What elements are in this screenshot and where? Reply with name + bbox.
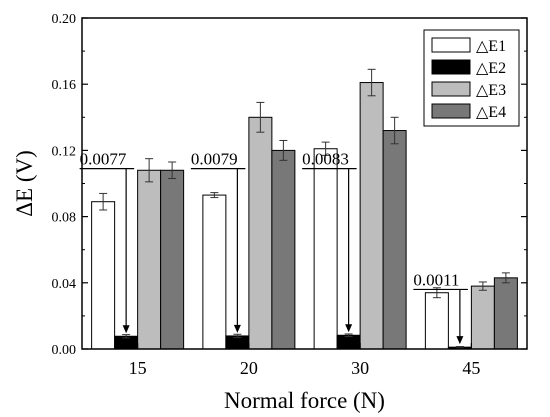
x-tick-label: 45 [462, 358, 480, 378]
legend: △E1 △E2 △E3 △E4 [423, 29, 520, 127]
bar-△E2-30 [336, 334, 361, 350]
axis-layer: 0.00 0.04 0.08 0.12 0.16 0.20 15 20 30 45 [52, 12, 527, 378]
bar-△E4-30 [382, 130, 407, 350]
legend-label-△E2: △E2 [476, 60, 506, 77]
y-tick-label: 0.20 [52, 12, 77, 27]
annotations-layer: 0.0077 0.0079 0.0083 0.0011 [79, 150, 468, 345]
bar-△E3-20 [248, 116, 273, 350]
bar-△E1-20 [202, 194, 227, 350]
legend-label-△E3: △E3 [476, 82, 506, 99]
legend-label-△E1: △E1 [476, 38, 506, 55]
y-tick-label: 0.12 [52, 144, 77, 159]
x-tick-label: 15 [129, 358, 147, 378]
legend-swatch-△E3 [431, 81, 471, 97]
y-tick-label: 0.04 [52, 277, 77, 292]
annotation-label: 0.0011 [413, 270, 459, 289]
legend-swatch-△E1 [431, 37, 471, 53]
bars-layer [91, 68, 518, 350]
x-tick-label: 30 [351, 358, 369, 378]
legend-swatch-△E4 [431, 103, 471, 119]
y-tick-label: 0.08 [52, 211, 77, 226]
annotation-arrow-head [345, 324, 353, 333]
annotation-label: 0.0079 [191, 150, 238, 169]
x-axis-title: Normal force (N) [224, 388, 385, 413]
bar-△E3-45 [470, 285, 495, 350]
annotation-arrow-head [233, 324, 241, 333]
y-axis-title: ΔE (V) [12, 150, 37, 217]
x-tick-label: 20 [240, 358, 258, 378]
bar-△E3-15 [137, 169, 162, 350]
bar-△E4-15 [160, 169, 185, 350]
annotation-label: 0.0083 [302, 150, 349, 169]
y-tick-label: 0.16 [52, 78, 77, 93]
bar-△E1-15 [91, 201, 116, 350]
legend-label-△E4: △E4 [476, 104, 506, 121]
bar-△E4-45 [493, 277, 518, 350]
annotation-arrow-head [122, 325, 130, 334]
y-tick-label: 0.00 [52, 343, 77, 358]
annotation-label: 0.0077 [80, 150, 127, 169]
bar-△E1-45 [424, 292, 449, 350]
legend-swatch-△E2 [431, 59, 471, 75]
annotation-arrow-head [456, 336, 464, 345]
bar-△E4-20 [271, 149, 296, 350]
bar-△E1-30 [313, 148, 338, 350]
bar-△E3-30 [359, 82, 384, 350]
